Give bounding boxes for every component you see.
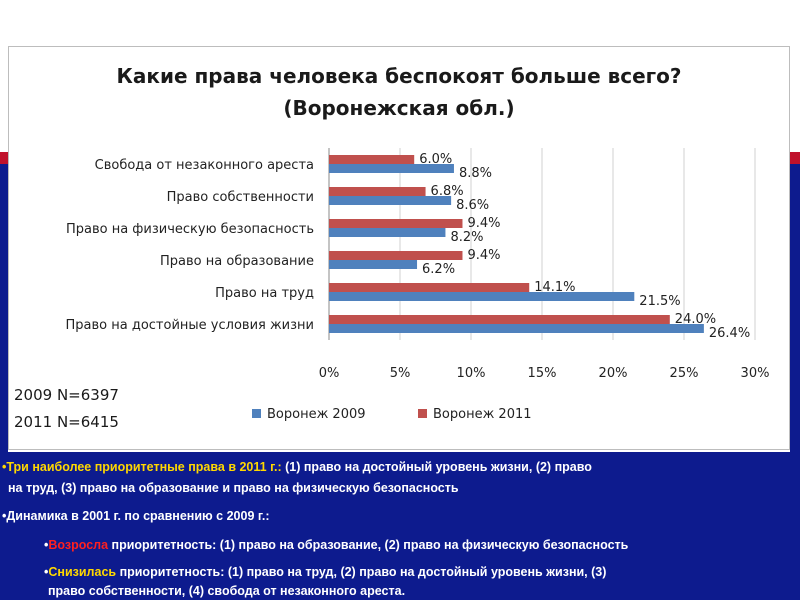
- bar-2009: [329, 292, 635, 301]
- legend-2011-label: Воронеж 2011: [433, 407, 532, 422]
- data-label-2011: 14.1%: [534, 280, 575, 295]
- summary-highlight-priority: Три наиболее приоритетные права в 2011 г…: [6, 460, 282, 474]
- data-label-2009: 26.4%: [709, 326, 750, 341]
- chart-title-line2: (Воронежская обл.): [283, 96, 515, 120]
- data-label-2009: 6.2%: [422, 262, 455, 277]
- chart-frame: [8, 46, 790, 450]
- legend-2009-label: Воронеж 2009: [267, 407, 366, 422]
- bar-2011: [329, 219, 463, 228]
- decor-blue-edge-left: [0, 164, 8, 452]
- x-tick-label: 10%: [457, 366, 486, 381]
- data-label-2009: 8.2%: [450, 230, 483, 245]
- bar-2011: [329, 187, 426, 196]
- bullet: •: [2, 460, 7, 474]
- chart-title: Какие права человека беспокоят больше вс…: [8, 60, 790, 124]
- bar-2011: [329, 155, 415, 164]
- x-tick-label: 20%: [599, 366, 628, 381]
- bar-2009: [329, 196, 452, 205]
- decor-red-stripe-left: [0, 152, 8, 164]
- category-label: Право собственности: [167, 190, 314, 205]
- bar-2009: [329, 164, 454, 173]
- x-tick-label: 30%: [741, 366, 770, 381]
- data-label-2011: 24.0%: [675, 312, 716, 327]
- category-label: Право на физическую безопасность: [66, 222, 314, 237]
- data-label-2009: 8.6%: [456, 198, 489, 213]
- bar-2009: [329, 324, 704, 333]
- bar-2009: [329, 228, 446, 237]
- sample-size-2009: 2009 N=6397: [14, 386, 119, 404]
- bullet: •: [44, 538, 49, 552]
- x-tick-label: 0%: [319, 366, 340, 381]
- summary-line-6: право собственности, (4) свобода от неза…: [48, 584, 406, 598]
- x-tick-label: 25%: [670, 366, 699, 381]
- summary-text: (1) право на достойный уровень жизни, (2…: [281, 460, 592, 474]
- bullet: •: [44, 565, 49, 579]
- summary-highlight-decreased: Снизилась: [48, 565, 117, 579]
- x-tick-label: 5%: [390, 366, 411, 381]
- data-label-2011: 6.8%: [431, 184, 464, 199]
- bar-2011: [329, 251, 463, 260]
- summary-line-4: •Возросла приоритетность: (1) право на о…: [44, 538, 628, 552]
- summary-line-2: на труд, (3) право на образование и прав…: [8, 481, 459, 495]
- category-label: Право на труд: [215, 286, 314, 301]
- data-label-2011: 6.0%: [419, 152, 452, 167]
- decor-red-stripe-right: [790, 152, 800, 164]
- summary-text: приоритетность: (1) право на образование…: [108, 538, 629, 552]
- summary-text: приоритетность: (1) право на труд, (2) п…: [116, 565, 607, 579]
- sample-size-2011: 2011 N=6415: [14, 413, 119, 431]
- bar-2011: [329, 315, 670, 324]
- summary-line-5: •Снизилась приоритетность: (1) право на …: [44, 565, 606, 579]
- bar-2011: [329, 283, 530, 292]
- decor-blue-edge-right: [790, 164, 800, 452]
- category-label: Право на образование: [160, 254, 314, 269]
- legend-2011-swatch: [418, 409, 427, 418]
- summary-line-1: •Три наиболее приоритетные права в 2011 …: [2, 460, 592, 474]
- summary-highlight-increased: Возросла: [48, 538, 109, 552]
- data-label-2009: 21.5%: [639, 294, 680, 309]
- summary-panel: •Три наиболее приоритетные права в 2011 …: [0, 452, 800, 600]
- category-label: Свобода от незаконного ареста: [95, 158, 314, 173]
- legend-2009-swatch: [252, 409, 261, 418]
- category-label: Право на достойные условия жизни: [66, 318, 315, 333]
- x-tick-label: 15%: [528, 366, 557, 381]
- chart-title-line1: Какие права человека беспокоят больше вс…: [116, 64, 682, 88]
- data-label-2011: 9.4%: [467, 216, 500, 231]
- summary-line-3: •Динамика в 2001 г. по сравнению с 2009 …: [2, 509, 270, 523]
- bar-2009: [329, 260, 418, 269]
- data-label-2009: 8.8%: [459, 166, 492, 181]
- data-label-2011: 9.4%: [467, 248, 500, 263]
